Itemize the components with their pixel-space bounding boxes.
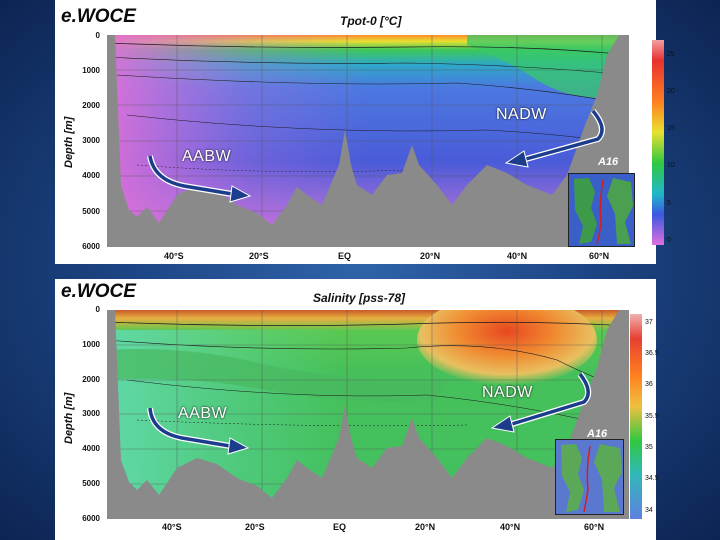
depth-tick: 2000 [82,375,100,384]
latitude-tick: 60°N [589,251,610,261]
ewoce-logo: e.WOCE [61,281,136,302]
map-graphic [561,444,622,513]
latitude-tick: 40°N [500,522,521,532]
depth-tick: 4000 [82,171,100,180]
aabw-arrow-icon [147,155,252,203]
aabw-label: AABW [182,148,232,165]
depth-tick: 1000 [82,66,100,75]
aabw-arrow-icon [147,407,250,455]
colorbar-tick: 5 [667,200,671,207]
depth-tick: 3000 [82,409,100,418]
depth-tick: 6000 [82,514,100,523]
latitude-tick: EQ [333,522,347,532]
depth-tick: 0 [95,31,100,40]
depth-tick: 5000 [82,479,100,488]
colorbar-tick: 35 [645,444,653,451]
section-label: A16 [587,428,608,440]
salinity-colorbar [630,314,642,519]
colorbar-tick: 34.5 [645,475,659,482]
depth-tick: 5000 [82,207,100,216]
salinity-panel: e.WOCE Salinity [pss-78] Depth [m] 0 100… [55,279,659,540]
nadw-arrow-icon [490,372,592,433]
latitude-tick: 40°S [162,522,182,532]
salinity-section-graphic [107,310,629,519]
temperature-section-graphic [107,35,629,247]
salinity-title: Salinity [pss-78] [313,291,406,305]
colorbar-tick: 10 [667,162,675,169]
salinity-section-plot [107,310,629,519]
section-map-inset [555,439,624,515]
latitude-tick: 40°N [507,251,528,261]
latitude-tick: 20°N [420,251,441,261]
temperature-colorbar [652,40,664,245]
colorbar-tick: 25 [667,51,675,58]
temperature-section-plot [107,35,629,247]
depth-tick: 3000 [82,136,100,145]
map-graphic [574,178,633,245]
colorbar-tick: 36.5 [645,350,659,357]
latitude-tick: 20°N [415,522,436,532]
latitude-tick: EQ [338,251,352,261]
depth-tick: 2000 [82,101,100,110]
ewoce-logo: e.WOCE [61,6,136,27]
colorbar-tick: 0 [667,237,671,244]
colorbar-tick: 37 [645,319,653,326]
colorbar-tick: 34 [645,507,653,514]
depth-tick: 6000 [82,242,100,251]
latitude-tick: 40°S [164,251,184,261]
temperature-panel: e.WOCE Tpot-0 [°C] Depth [m] 0 1000 2000… [55,0,675,264]
temperature-title: Tpot-0 [°C] [340,14,402,28]
depth-tick: 4000 [82,444,100,453]
depth-axis-label: Depth [m] [63,392,75,444]
latitude-tick: 60°N [584,522,605,532]
colorbar-tick: 15 [667,125,675,132]
nadw-label: NADW [496,106,547,123]
latitude-tick: 20°S [249,251,269,261]
section-map-inset [568,173,635,247]
colorbar-tick: 36 [645,381,653,388]
nadw-arrow-icon [504,109,605,168]
colorbar-tick: 20 [667,88,675,95]
section-label: A16 [598,156,619,168]
colorbar-tick: 35.5 [645,413,659,420]
depth-tick: 0 [95,305,100,314]
nadw-label: NADW [482,384,533,401]
aabw-label: AABW [178,405,228,422]
depth-tick: 1000 [82,340,100,349]
latitude-tick: 20°S [245,522,265,532]
